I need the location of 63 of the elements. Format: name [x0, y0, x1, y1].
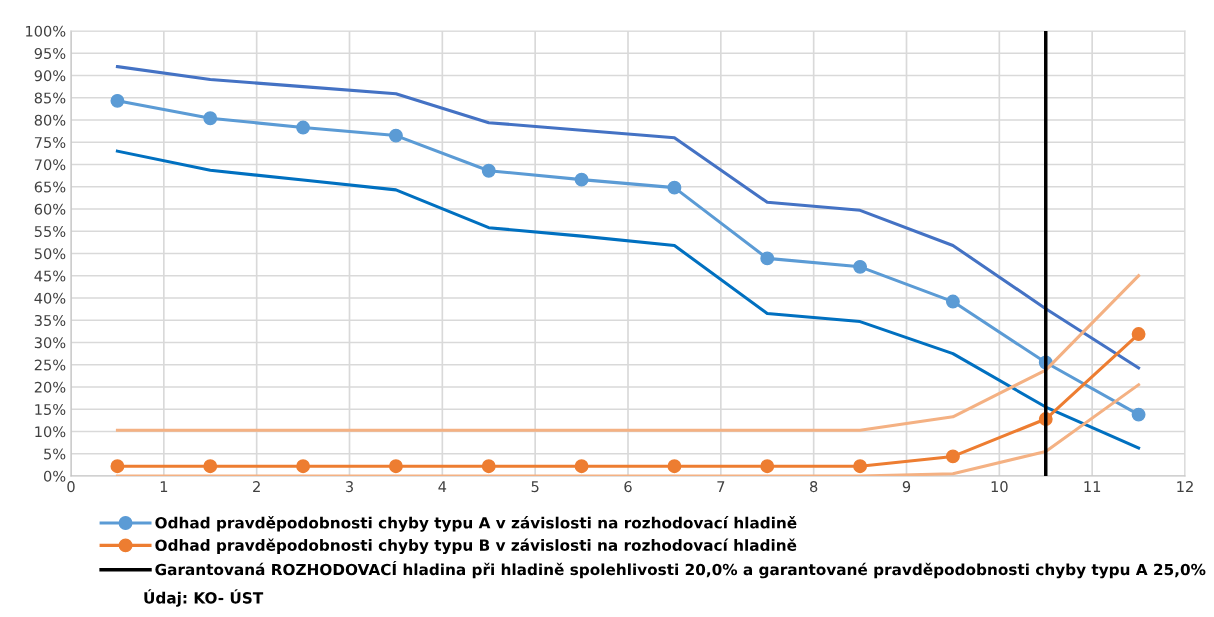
point [667, 459, 682, 474]
point [481, 459, 496, 474]
point [1131, 327, 1146, 341]
y-tick-label: 35% [34, 314, 66, 326]
line-series [115, 65, 1141, 370]
line-series [115, 149, 1141, 450]
x-tick-label: 5 [531, 481, 539, 493]
x-tick-label: 12 [1177, 481, 1193, 492]
x-tick-label: 0 [67, 481, 75, 493]
y-tick-label: 90% [34, 70, 66, 82]
x-tick-label: 8 [810, 481, 818, 493]
point [853, 259, 868, 274]
x-tick-label: 3 [345, 481, 353, 493]
x-tick-label: 11 [1084, 481, 1101, 492]
y-tick-label: 40% [34, 292, 66, 304]
y-tick-label: 85% [34, 92, 66, 104]
x-tick-label: 7 [717, 481, 725, 492]
legend-label: Garantovaná ROZHODOVACÍ hladina při hladině spolehlivosti 20,0% a garantované pravděpodobnosti chyby typu A 25,0% [155, 560, 1206, 579]
x-tick-label: 4 [438, 481, 447, 492]
point [388, 459, 403, 474]
point [760, 459, 775, 474]
y-tick-label: 10% [35, 426, 66, 438]
y-tick-label: 20% [34, 381, 66, 393]
y-tick-label: 50% [34, 248, 66, 260]
y-tick-label: 0% [43, 470, 66, 482]
point [667, 180, 682, 195]
point [388, 128, 403, 143]
legend-label: Odhad pravděpodobnosti chyby typu A v závislosti na rozhodovací hladině [155, 516, 797, 532]
x-tick-label: 2 [253, 481, 260, 492]
x-tick-label: 10 [991, 481, 1008, 493]
y-tick-label: 25% [34, 359, 66, 371]
point [203, 459, 218, 474]
y-tick-label: 15% [35, 403, 66, 415]
point [574, 459, 589, 474]
y-tick-label: 100% [26, 25, 66, 37]
point [760, 251, 775, 266]
line-series [115, 274, 1141, 432]
point [853, 459, 868, 474]
point [203, 111, 218, 126]
y-tick-label: 30% [34, 337, 66, 349]
point [481, 163, 496, 178]
text: Údaj: KO- ÚST [144, 589, 264, 607]
y-tick-label: 65% [34, 181, 66, 193]
legend-label: Odhad pravděpodobnosti chyby typu B v závislosti na rozhodovací hladině [155, 538, 797, 555]
point [110, 93, 125, 108]
point [110, 459, 125, 474]
y-tick-label: 70% [34, 159, 66, 171]
y-tick-label: 80% [34, 114, 66, 126]
x-tick-label: 6 [624, 481, 632, 493]
x-tick-label: 1 [160, 481, 168, 492]
point [945, 449, 960, 464]
y-tick-label: 55% [34, 225, 66, 237]
y-tick-label: 5% [44, 448, 66, 460]
point [945, 294, 960, 309]
y-tick-label: 45% [34, 270, 66, 282]
point [574, 172, 589, 187]
point [296, 459, 311, 474]
x-tick-label: 9 [902, 481, 911, 493]
y-tick-label: 75% [34, 136, 66, 148]
point [296, 120, 311, 135]
y-tick-label: 60% [34, 203, 66, 215]
y-tick-label: 95% [34, 47, 66, 59]
point [1131, 407, 1146, 422]
